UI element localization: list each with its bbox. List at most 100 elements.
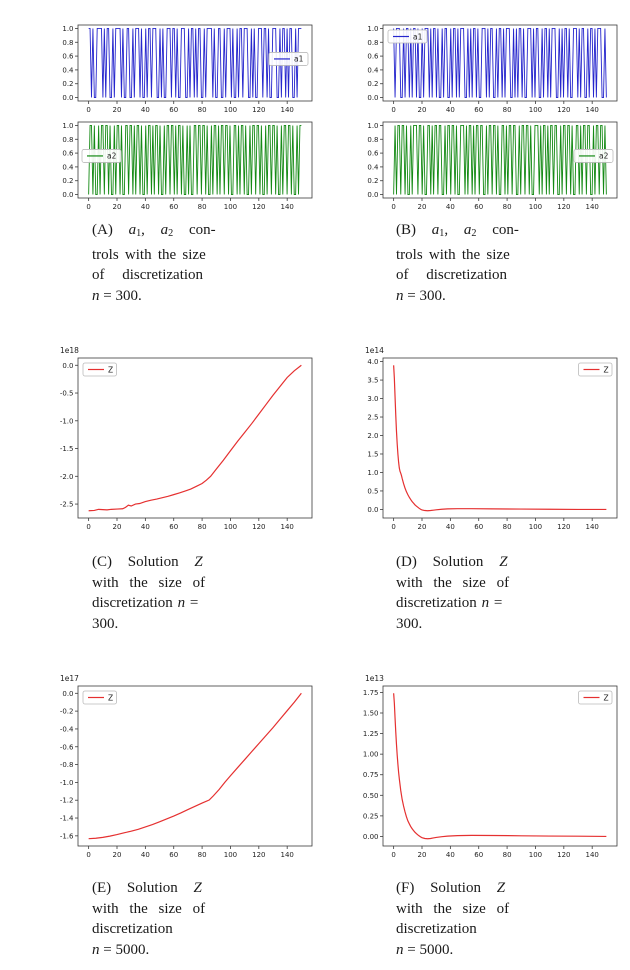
caption-text: n: [481, 595, 490, 611]
y-tick-label: -1.0: [60, 779, 74, 787]
caption-line: of discretization: [396, 265, 584, 286]
series-line-a1: [393, 27, 607, 99]
x-tick-label: 20: [113, 851, 122, 859]
y-tick-label: 1.0: [367, 469, 378, 477]
series-line-a2: [393, 124, 607, 196]
x-tick-label: 100: [529, 851, 542, 859]
caption-line: (B) a1, a2 con-: [396, 220, 584, 245]
legend: Z: [82, 362, 117, 377]
y-tick-label: 1.0: [367, 122, 378, 130]
x-tick-label: 80: [198, 851, 207, 859]
caption-text: with the size of: [396, 574, 510, 591]
plot-solution-z-n300-right: 0 20 40 60 80 100 120 140 4.0 3.5 3.0 2.5 2.0 1.5 1.0 0…: [357, 340, 623, 540]
series-line-a1: [88, 27, 302, 99]
axis-offset-label: 1e18: [60, 346, 79, 355]
y-tick-label: 3.5: [367, 377, 378, 385]
y-tick-label: 0.8: [62, 39, 73, 47]
legend: a1: [387, 29, 428, 44]
y-tick-label: -0.4: [60, 725, 74, 733]
caption-text: of discretization: [92, 267, 204, 284]
solution-Z-n300-left-svg: 0 20 40 60 80 100 120 140 0.0 -0.5 -1.0 -1.5 -2.0 -2.…: [60, 346, 313, 531]
x-tick-label: 140: [585, 106, 598, 114]
legend: Z: [82, 690, 117, 705]
x-tick-label: 20: [113, 106, 122, 114]
caption-line: discretization: [396, 919, 584, 940]
x-tick-label: 60: [169, 523, 178, 531]
x-tick-label: 120: [557, 851, 570, 859]
x-tick-label: 20: [418, 523, 427, 531]
y-tick-label: 0.0: [62, 191, 73, 199]
x-tick-label: 80: [198, 523, 207, 531]
caption-text: 300.: [396, 615, 423, 632]
caption-line: 300.: [396, 614, 584, 635]
x-tick-label: 120: [252, 203, 265, 211]
a1-control-right-n300-svg: 0 20 40 60 80 100 120 140 1.0 0.8 0.6 0.4 0.2 0.0 a1: [367, 24, 618, 114]
legend-label: Z: [108, 693, 113, 702]
x-tick-label: 100: [529, 523, 542, 531]
x-tick-label: 0: [86, 106, 90, 114]
x-tick-label: 0: [391, 523, 395, 531]
solution-Z-n5000-left-svg: 0 20 40 60 80 100 120 140 0.0 -0.2 -0.4 -0.6 -0.8 -1.…: [60, 674, 313, 859]
series-line-Z: [393, 365, 607, 512]
y-tick-label: 0.0: [367, 506, 378, 514]
y-tick-label: 0.00: [363, 833, 379, 841]
caption-line: n = 5000.: [396, 940, 584, 961]
x-tick-label: 20: [113, 523, 122, 531]
y-tick-label: 0.50: [363, 792, 379, 800]
legend: a2: [573, 149, 614, 163]
caption-line: (C) Solution Z: [92, 552, 280, 573]
caption-text: discretization: [92, 921, 173, 937]
y-tick-label: -2.5: [60, 501, 74, 509]
caption-line: of discretization: [92, 265, 280, 286]
caption-text: trols with the size: [396, 246, 510, 263]
x-tick-label: 120: [557, 203, 570, 211]
caption-text: with the size of: [92, 900, 206, 917]
caption-text: n: [92, 941, 100, 958]
y-tick-label: 0.0: [367, 94, 378, 102]
y-tick-label: 0.6: [367, 150, 379, 158]
y-tick-label: 1.5: [367, 450, 378, 458]
legend: Z: [578, 362, 613, 377]
x-tick-label: 100: [224, 523, 237, 531]
caption-text: 300.: [92, 615, 119, 632]
y-tick-label: 0.0: [62, 362, 73, 370]
y-tick-label: -0.6: [60, 743, 74, 751]
y-tick-label: 0.0: [367, 191, 378, 199]
x-tick-label: 120: [252, 106, 265, 114]
a1-control-left-n300-svg: 0 20 40 60 80 100 120 140 1.0 0.8 0.6 0.4 0.2 0.0 a1: [62, 24, 313, 114]
caption-subscript: 2: [471, 228, 477, 240]
caption-text: con-: [173, 222, 216, 238]
x-tick-label: 120: [252, 523, 265, 531]
x-tick-label: 80: [198, 106, 207, 114]
y-tick-label: 0.4: [62, 163, 74, 171]
x-tick-label: 140: [585, 851, 598, 859]
caption-line: (F) Solution Z: [396, 878, 584, 899]
solution-Z-n300-right-svg: 0 20 40 60 80 100 120 140 4.0 3.5 3.0 2.5 2.0 1.5 1.0 0…: [365, 346, 618, 531]
y-tick-label: 2.0: [367, 432, 378, 440]
legend-label: Z: [604, 365, 609, 374]
x-tick-label: 60: [169, 851, 178, 859]
legend-label: a2: [599, 152, 609, 161]
y-tick-label: 0.4: [367, 163, 379, 171]
y-tick-label: 1.0: [62, 122, 73, 130]
caption-text: Z: [194, 554, 203, 570]
plot-a1-controls-n300-left: 0 20 40 60 80 100 120 140 1.0 0.8 0.6 0.4 0.2 0.0 a1: [52, 18, 318, 118]
caption-subscript: 1: [136, 228, 142, 240]
x-tick-label: 100: [224, 851, 237, 859]
caption-line: with the size of: [396, 573, 584, 594]
plot-solution-z-n300-left: 0 20 40 60 80 100 120 140 0.0 -0.5 -1.0 -1.5 -2.0 -2.…: [52, 340, 318, 540]
x-tick-label: 0: [86, 203, 90, 211]
caption-line: trols with the size: [92, 245, 280, 266]
x-tick-label: 80: [503, 203, 512, 211]
x-tick-label: 100: [529, 203, 542, 211]
y-tick-label: 0.4: [62, 66, 74, 74]
legend: a2: [81, 149, 122, 163]
y-tick-label: -1.0: [60, 417, 74, 425]
caption-text: discretization: [92, 595, 178, 611]
axis-offset-label: 1e13: [365, 674, 384, 683]
y-tick-label: 0.0: [62, 690, 73, 698]
caption-text: with the size of: [396, 900, 510, 917]
caption-text: Solution: [126, 880, 194, 896]
caption-line: n = 5000.: [92, 940, 280, 961]
